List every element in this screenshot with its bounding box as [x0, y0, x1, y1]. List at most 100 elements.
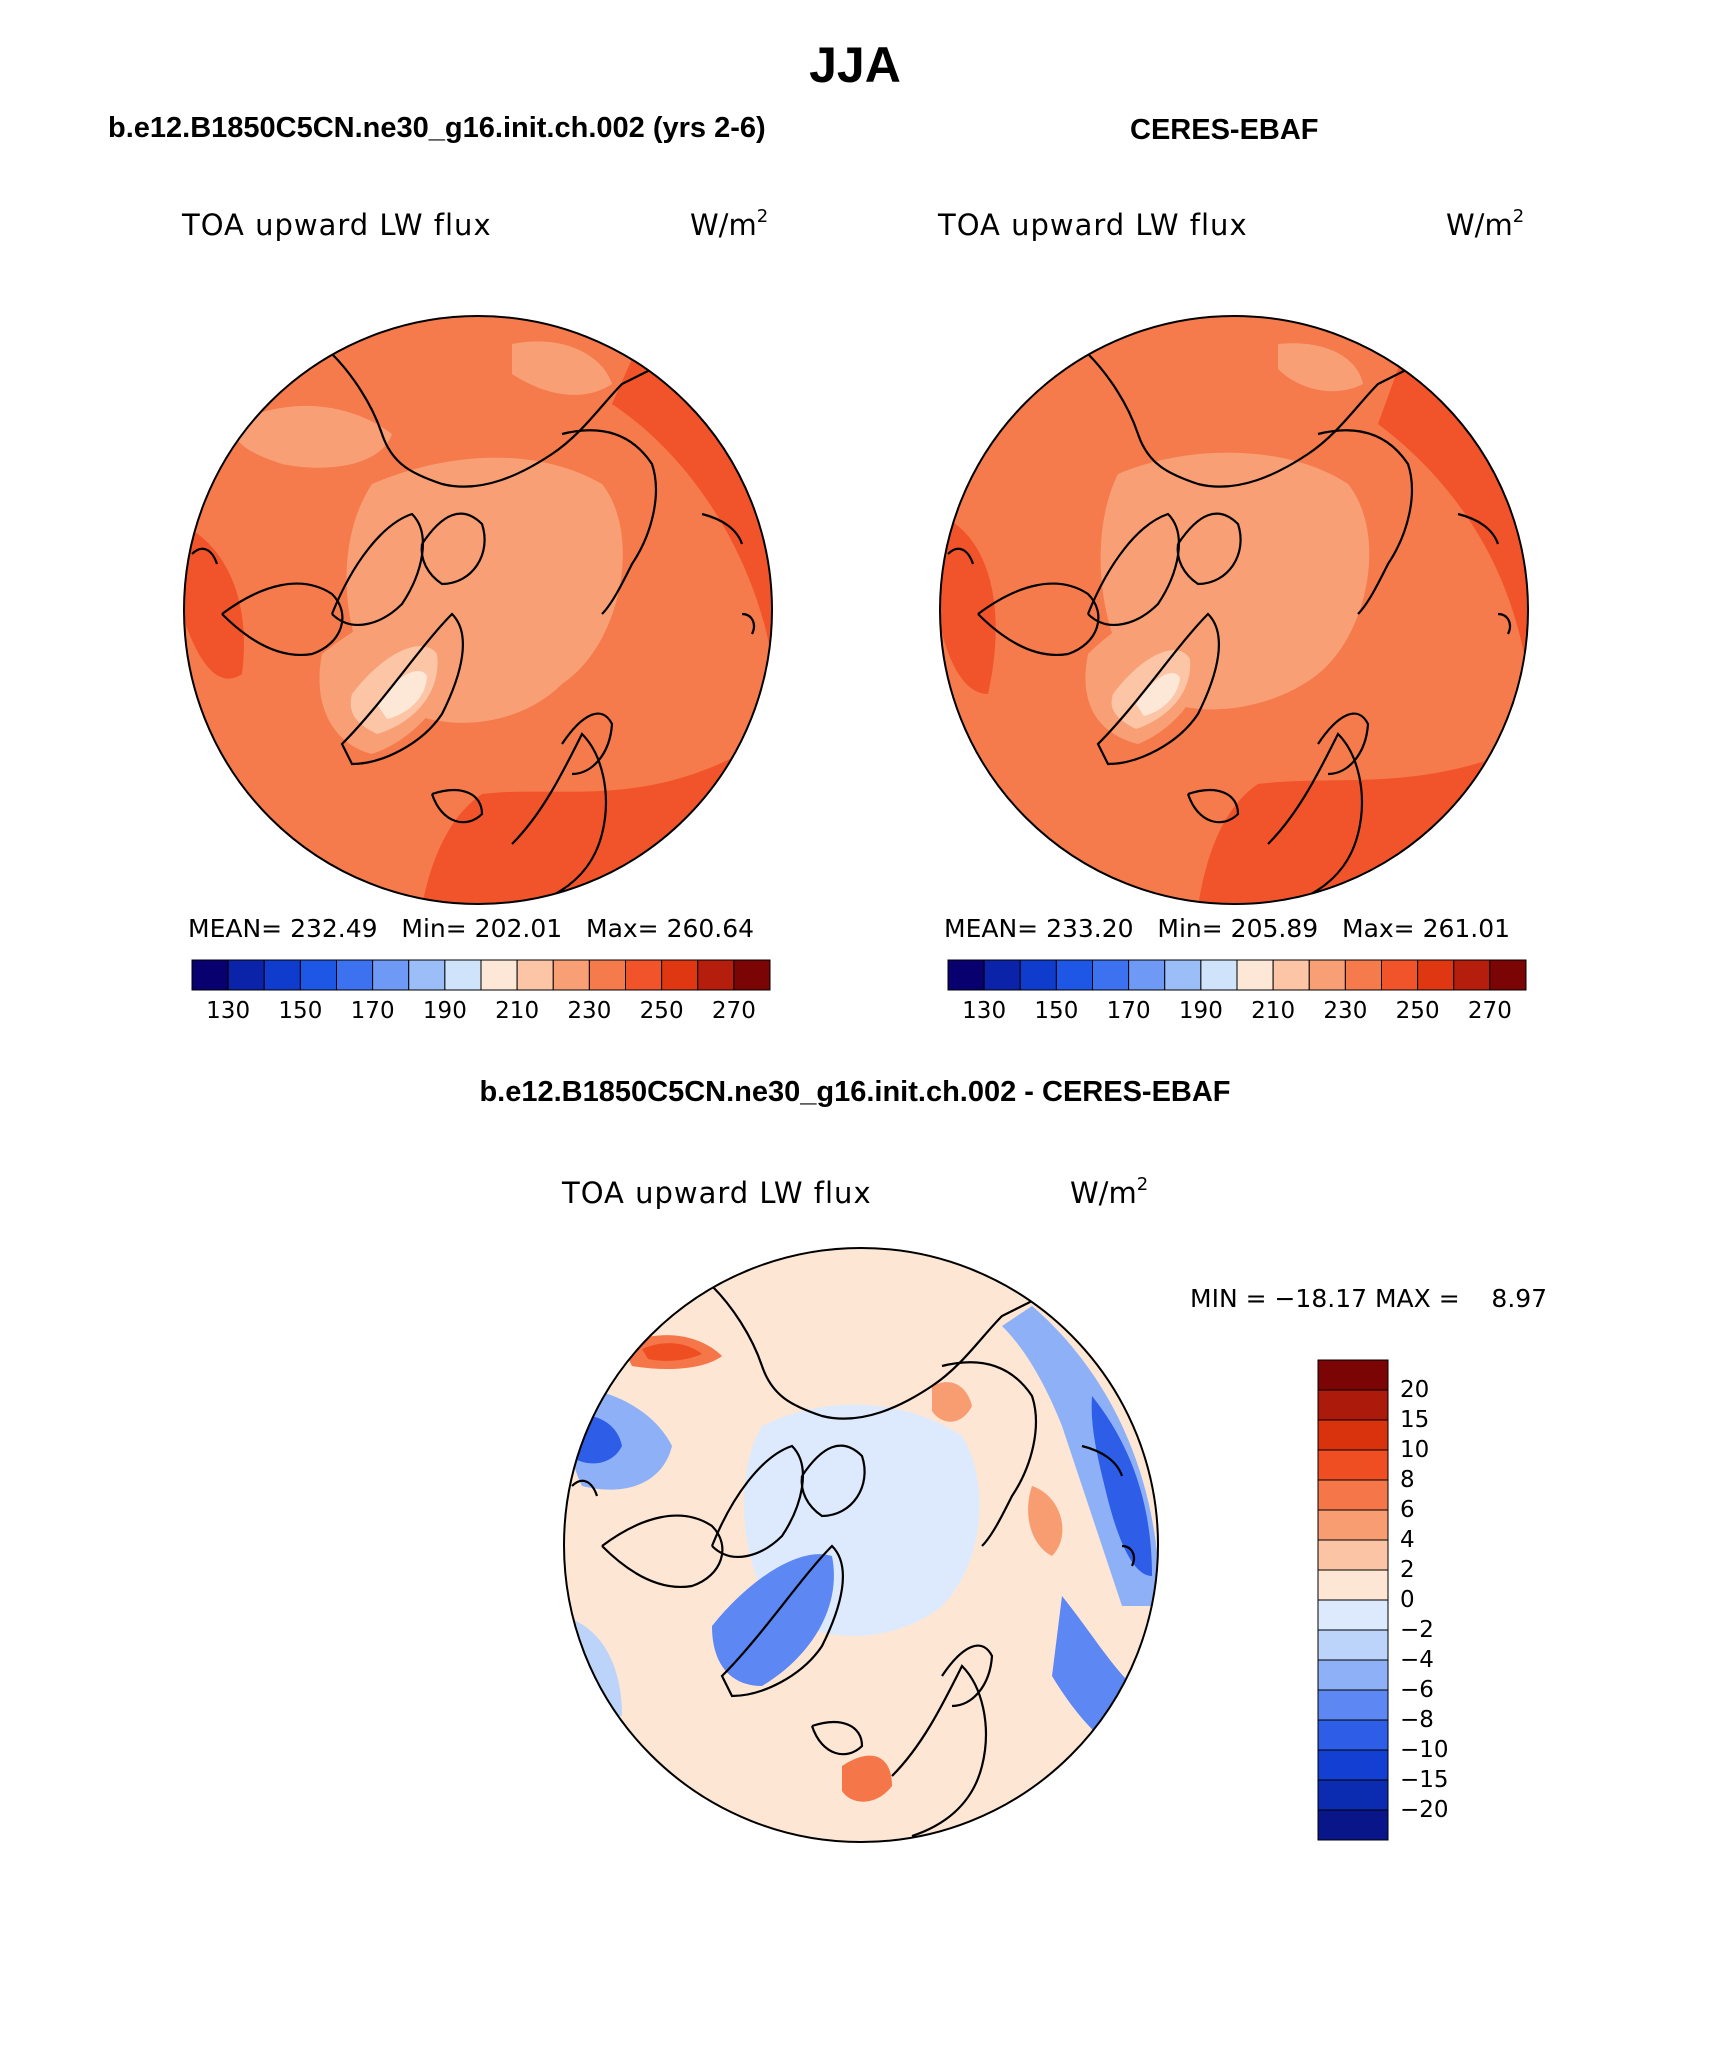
warm-region-west [184, 524, 244, 679]
map-boundary [939, 315, 1529, 905]
colorbar-swatch [1344, 959, 1382, 991]
colorbar-swatch [1317, 1749, 1389, 1781]
difference-polar-map [563, 1247, 1159, 1843]
model-min-value: 202.01 [474, 914, 563, 943]
model-stats: MEAN= 232.49 Min= 202.01 Max= 260.64 [188, 914, 755, 943]
colorbar-tick-label: −15 [1400, 1767, 1449, 1793]
model-mean-value: 232.49 [290, 914, 378, 943]
colorbar-swatch [1317, 1449, 1389, 1481]
model-variable-label: TOA upward LW flux [182, 208, 492, 242]
colorbar-swatch [1317, 1809, 1389, 1841]
strong-negative-east [1091, 1396, 1152, 1576]
colorbar-swatch [1200, 959, 1238, 991]
colorbar-tick-label: 250 [639, 998, 684, 1024]
colorbar-tick-label: 6 [1400, 1497, 1415, 1523]
colorbar-tick-label: 10 [1400, 1437, 1430, 1463]
difference-variable-label: TOA upward LW flux [562, 1176, 872, 1210]
colorbar-swatch [697, 959, 735, 991]
colorbar-tick-label: −6 [1400, 1677, 1434, 1703]
positive-region-north-inner [642, 1343, 702, 1361]
coolest-spot-greenland [377, 671, 427, 719]
colorbar-tick-label: 270 [1467, 998, 1512, 1024]
colorbar-tick-label: 230 [567, 998, 612, 1024]
colorbar-swatch [1317, 1509, 1389, 1541]
colorbar-swatch [1317, 1389, 1389, 1421]
difference-unit-label: W/m2 [1070, 1174, 1149, 1210]
colorbar-swatch [263, 959, 301, 991]
colorbar-tick-label: 170 [350, 998, 395, 1024]
colorbar-swatch [299, 959, 337, 991]
colorbar-tick-label: 15 [1400, 1407, 1430, 1433]
colorbar-swatch [1317, 1599, 1389, 1631]
colorbar-swatch [1092, 959, 1130, 991]
colorbar-swatch [1317, 1629, 1389, 1661]
cool-region-canada [232, 405, 392, 468]
colorbar-swatch [1489, 959, 1527, 991]
model-unit-label: W/m2 [690, 206, 769, 242]
colorbar-swatch [552, 959, 590, 991]
colorbar-swatch [1272, 959, 1310, 991]
cool-region-tibet [1278, 343, 1363, 392]
colorbar-tick-label: 8 [1400, 1467, 1415, 1493]
colorbar-tick-label: −4 [1400, 1647, 1434, 1673]
colorbar-swatch [661, 959, 699, 991]
colorbar-tick-label: 0 [1400, 1587, 1415, 1613]
obs-colorbar [947, 959, 1527, 991]
obs-polar-map [939, 315, 1529, 905]
coolest-spot-greenland [1136, 673, 1180, 716]
colorbar-swatch [480, 959, 518, 991]
colorbar-swatch [947, 959, 985, 991]
colorbar-swatch [444, 959, 482, 991]
colorbar-swatch [1317, 1479, 1389, 1511]
difference-colorbar [1317, 1359, 1389, 1841]
colorbar-tick-label: 210 [1251, 998, 1296, 1024]
difference-case-title: b.e12.B1850C5CN.ne30_g16.init.ch.002 - C… [479, 1076, 1231, 1108]
colorbar-swatch [1317, 1569, 1389, 1601]
colorbar-swatch [1019, 959, 1057, 991]
colorbar-swatch [1308, 959, 1346, 991]
positive-region-europe [842, 1755, 892, 1802]
model-case-title: b.e12.B1850C5CN.ne30_g16.init.ch.002 (yr… [108, 112, 766, 144]
obs-min-value: 205.89 [1230, 914, 1319, 943]
obs-max-value: 261.01 [1422, 914, 1511, 943]
colorbar-tick-label: −8 [1400, 1707, 1434, 1733]
colorbar-swatch [588, 959, 626, 991]
obs-unit-label: W/m2 [1446, 206, 1525, 242]
coastlines [571, 1285, 1136, 1838]
colorbar-swatch [1164, 959, 1202, 991]
colorbar-tick-label: 2 [1400, 1557, 1415, 1583]
colorbar-swatch [227, 959, 265, 991]
colorbar-swatch [1317, 1779, 1389, 1811]
colorbar-tick-label: −20 [1400, 1797, 1449, 1823]
colorbar-swatch [1317, 1719, 1389, 1751]
colorbar-swatch [372, 959, 410, 991]
colorbar-swatch [1128, 959, 1166, 991]
model-polar-map [183, 315, 773, 905]
colorbar-swatch [516, 959, 554, 991]
coastlines [947, 353, 1512, 904]
difference-minmax: MIN = −18.17 MAX = 8.97 [1190, 1284, 1548, 1313]
colorbar-tick-label: 150 [278, 998, 323, 1024]
map-boundary [183, 315, 773, 905]
figure-title: JJA [809, 37, 901, 93]
colorbar-tick-label: 250 [1395, 998, 1440, 1024]
colorbar-swatch [1317, 1659, 1389, 1691]
colorbar-swatch [1317, 1539, 1389, 1571]
colorbar-swatch [733, 959, 771, 991]
colorbar-swatch [1317, 1689, 1389, 1721]
colorbar-tick-label: 170 [1106, 998, 1151, 1024]
colorbar-tick-label: 190 [1178, 998, 1223, 1024]
colorbar-swatch [1381, 959, 1419, 991]
obs-colorbar-ticks: 130 150 170 190 210 230 250 270 [948, 998, 1526, 1028]
colorbar-swatch [1417, 959, 1455, 991]
colorbar-tick-label: 130 [962, 998, 1007, 1024]
colorbar-swatch [191, 959, 229, 991]
warm-region-west [940, 514, 996, 694]
colorbar-swatch [408, 959, 446, 991]
positive-region-asia [1028, 1486, 1063, 1556]
obs-variable-label: TOA upward LW flux [938, 208, 1248, 242]
colorbar-swatch [625, 959, 663, 991]
colorbar-tick-label: 230 [1323, 998, 1368, 1024]
colorbar-tick-label: −2 [1400, 1617, 1434, 1643]
model-colorbar-ticks: 130 150 170 190 210 230 250 270 [192, 998, 770, 1028]
